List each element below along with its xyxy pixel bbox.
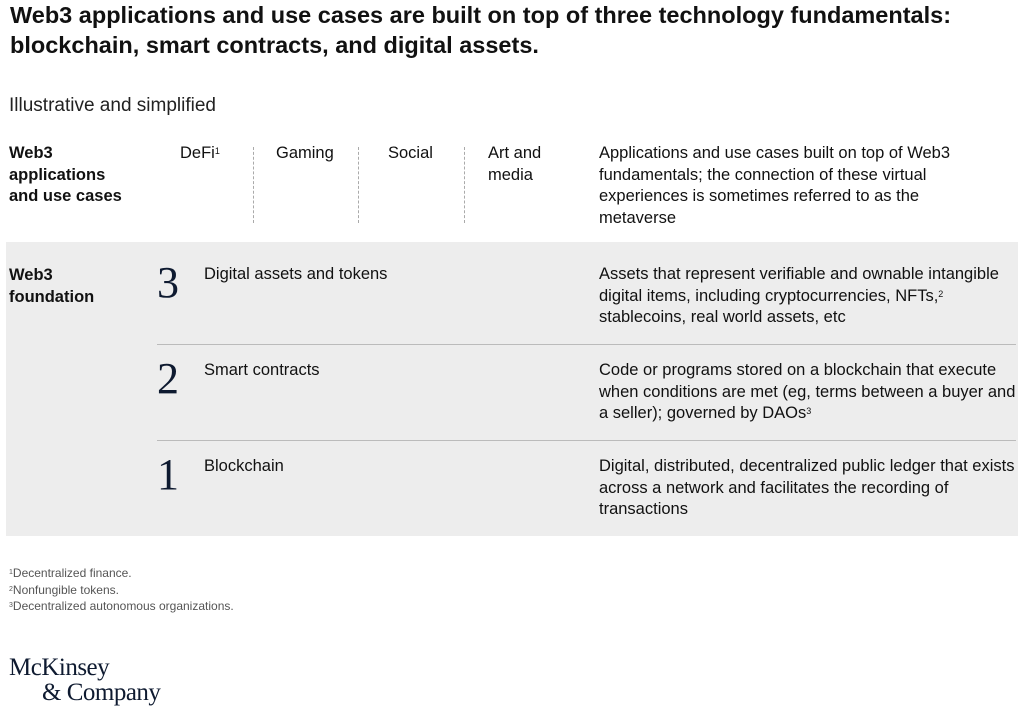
footnote: 2Nonfungible tokens. — [9, 582, 119, 599]
text: Digital, distributed, decentralized publ… — [599, 457, 1015, 518]
foundation-label: Web3 foundation — [9, 266, 95, 306]
text: Assets that represent verifiable and own… — [599, 265, 999, 305]
layer-description: Code or programs stored on a blockchain … — [599, 360, 1017, 425]
separator — [157, 440, 1016, 441]
item-name: Gaming — [276, 144, 334, 162]
layer-description: Assets that represent verifiable and own… — [599, 264, 1017, 329]
layer-number: 3 — [157, 258, 179, 307]
title: Web3 applications and use cases are buil… — [10, 2, 952, 58]
layer-name: Blockchain — [204, 457, 284, 475]
text: stablecoins, real world assets, etc — [599, 308, 846, 326]
application-item: Art and media — [488, 143, 563, 186]
superscript: 3 — [9, 602, 13, 609]
footnote: 1Decentralized finance. — [9, 565, 132, 582]
layer-number: 1 — [157, 450, 179, 499]
item-name: Social — [388, 144, 433, 162]
footnote: 3Decentralized autonomous organizations. — [9, 598, 234, 615]
logo-line: McKinsey — [9, 654, 110, 681]
footnote-text: Nonfungible tokens. — [12, 582, 119, 597]
applications-description: Applications and use cases built on top … — [599, 143, 959, 229]
divider — [358, 147, 359, 223]
application-item: Gaming — [276, 143, 351, 165]
layer-name: Smart contracts — [204, 361, 320, 379]
text: Code or programs stored on a blockchain … — [599, 361, 1016, 422]
foundation-panel — [6, 242, 1018, 536]
separator — [157, 344, 1016, 345]
layer-number: 2 — [157, 354, 179, 403]
application-item: DeFi1 — [180, 143, 255, 165]
footnote-text: Decentralized autonomous organizations. — [12, 599, 234, 613]
superscript: 2 — [9, 585, 13, 593]
superscript: 1 — [214, 146, 220, 156]
superscript: 2 — [938, 288, 944, 299]
applications-label: Web3 applications and use cases — [9, 144, 122, 205]
layer-name: Digital assets and tokens — [204, 265, 388, 283]
superscript: 1 — [9, 569, 13, 576]
divider — [253, 147, 254, 223]
text: Applications and use cases built on top … — [599, 144, 951, 227]
logo-line: & Company — [42, 679, 161, 706]
superscript: 3 — [806, 406, 812, 416]
layer-description: Digital, distributed, decentralized publ… — [599, 456, 1017, 521]
application-item: Social — [388, 143, 463, 165]
subtitle: Illustrative and simplified — [9, 95, 216, 116]
item-name: DeFi — [180, 144, 215, 162]
divider — [464, 147, 465, 223]
item-name: Art and media — [488, 144, 542, 184]
footnote-text: Decentralized finance. — [12, 566, 132, 580]
